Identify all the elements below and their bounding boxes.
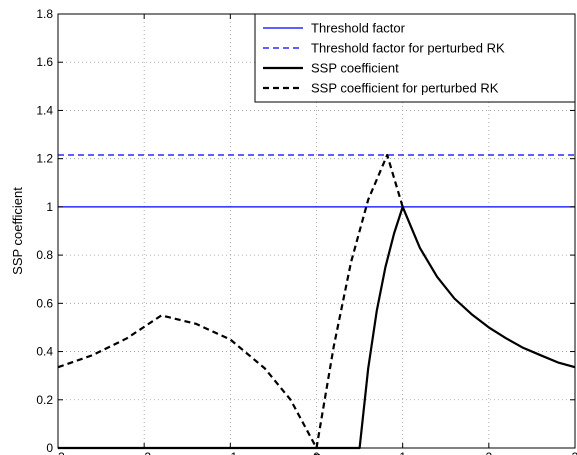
legend-label-2: Threshold factor for perturbed RK (311, 41, 505, 56)
x-tick-label: −3 (51, 450, 65, 455)
legend-label-4: SSP coefficient for perturbed RK (311, 81, 499, 96)
x-axis-label: α (312, 449, 320, 455)
y-axis-label: SSP coefficient (10, 187, 25, 275)
y-tick-label: 0.4 (36, 345, 53, 359)
axis-ticks: −3 −2 −1 0 1 2 3 0 0.2 0.4 0.6 0.8 1 1.2 1.4 1.6 1.8 (36, 7, 577, 455)
y-tick-label: 1 (46, 200, 53, 214)
x-tick-label: 3 (572, 450, 577, 455)
legend: Threshold factor Threshold factor for per… (254, 13, 576, 103)
x-tick-label: 2 (485, 450, 492, 455)
x-tick-label: 1 (399, 450, 406, 455)
legend-label-1: Threshold factor (311, 21, 406, 36)
y-tick-label: 1.2 (36, 152, 53, 166)
x-tick-label: 0 (313, 450, 320, 455)
y-tick-label: 0.6 (36, 296, 53, 310)
series-line-3 (58, 205, 576, 450)
y-tick-label: 1.8 (36, 7, 53, 21)
y-tick-label: 1.6 (36, 55, 53, 69)
y-tick-label: 0.8 (36, 248, 53, 262)
x-tick-label: −1 (223, 450, 237, 455)
y-tick-label: 0.2 (36, 393, 53, 407)
series-line-4 (57, 153, 404, 450)
legend-box (254, 13, 576, 103)
x-tick-label: −2 (137, 450, 151, 455)
series-group (57, 153, 576, 450)
legend-label-3: SSP coefficient (311, 61, 399, 76)
y-tick-label: 1.4 (36, 103, 53, 117)
y-tick-label: 0 (46, 441, 53, 455)
